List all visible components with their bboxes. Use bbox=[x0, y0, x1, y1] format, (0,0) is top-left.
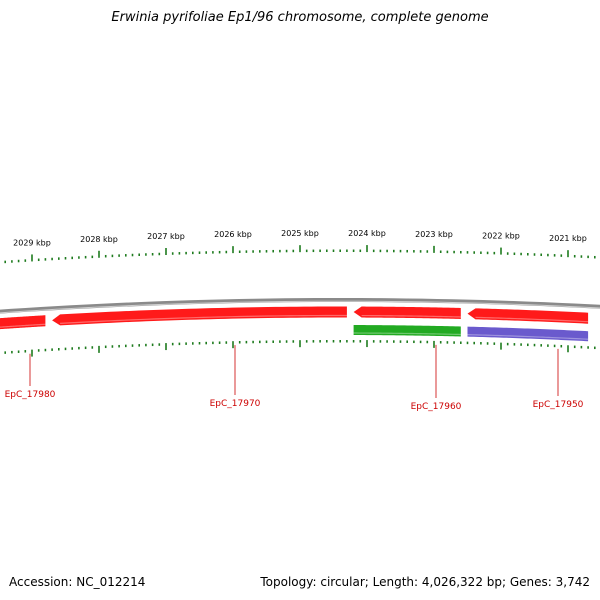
kbp-label: 2021 kbp bbox=[549, 234, 587, 243]
kbp-label: 2028 kbp bbox=[80, 235, 118, 244]
gene-feature-cds bbox=[0, 315, 46, 330]
backbone-line bbox=[0, 297, 600, 314]
gene-feature-shade bbox=[0, 323, 46, 328]
gene-feature-cds bbox=[353, 306, 461, 319]
scale-ticks: 2029 kbp 2028 kbp 2027 kbp 2026 kbp 2025 kbp… bbox=[4, 229, 596, 357]
gene-feature-other bbox=[467, 326, 589, 342]
gene-feature-shade bbox=[467, 334, 589, 340]
gene-label: EpC_17970 bbox=[210, 399, 261, 409]
kbp-label: 2029 kbp bbox=[13, 238, 51, 247]
kbp-label: 2022 kbp bbox=[482, 232, 520, 241]
kbp-label: 2024 kbp bbox=[348, 229, 386, 238]
kbp-label: 2027 kbp bbox=[147, 232, 185, 241]
gene-feature-shade bbox=[361, 314, 461, 318]
gene-feature-shade bbox=[353, 332, 461, 336]
kbp-label: 2026 kbp bbox=[214, 230, 252, 239]
gene-feature-shade bbox=[475, 316, 589, 323]
map-title: Erwinia pyrifoliae Ep1/96 chromosome, co… bbox=[111, 10, 489, 25]
gene-feature-shade bbox=[60, 314, 347, 324]
genome-stats: Topology: circular; Length: 4,026,322 bp… bbox=[260, 575, 590, 589]
backbone-highlight bbox=[0, 300, 600, 314]
gene-labels: EpC_17980 EpC_17970 EpC_17960 EpC_17950 bbox=[5, 344, 584, 412]
kbp-label: 2025 kbp bbox=[281, 229, 319, 238]
gene-feature-cds bbox=[52, 306, 347, 326]
gene-label: EpC_17960 bbox=[411, 402, 462, 412]
backbone bbox=[0, 297, 600, 314]
gene-label: EpC_17950 bbox=[533, 400, 584, 410]
accession-label: Accession: NC_012214 bbox=[9, 575, 146, 589]
kbp-label: 2023 kbp bbox=[415, 230, 453, 239]
gene-feature-rna bbox=[353, 325, 461, 337]
gene-feature-cds bbox=[467, 308, 589, 324]
gene-features bbox=[0, 306, 589, 342]
gene-label: EpC_17980 bbox=[5, 390, 56, 400]
